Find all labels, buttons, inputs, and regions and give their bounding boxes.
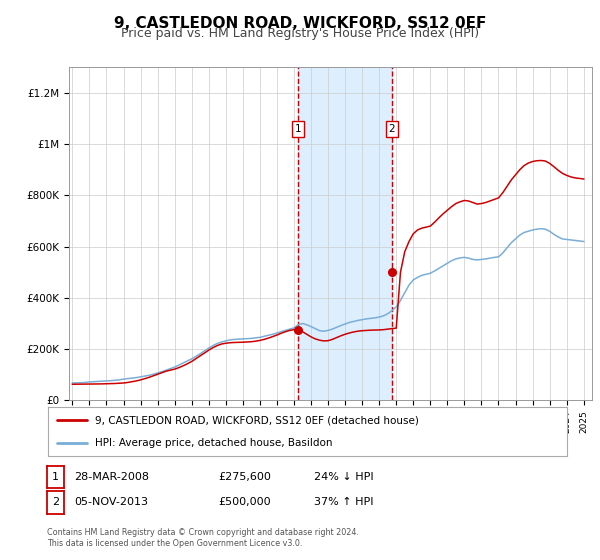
Text: 24% ↓ HPI: 24% ↓ HPI bbox=[314, 472, 374, 482]
Text: Contains HM Land Registry data © Crown copyright and database right 2024.
This d: Contains HM Land Registry data © Crown c… bbox=[47, 528, 359, 548]
Text: Price paid vs. HM Land Registry's House Price Index (HPI): Price paid vs. HM Land Registry's House … bbox=[121, 27, 479, 40]
Text: 1: 1 bbox=[52, 472, 59, 482]
Text: HPI: Average price, detached house, Basildon: HPI: Average price, detached house, Basi… bbox=[95, 438, 332, 448]
Text: 37% ↑ HPI: 37% ↑ HPI bbox=[314, 497, 374, 507]
Bar bbox=[298, 67, 392, 400]
Text: £275,600: £275,600 bbox=[218, 472, 271, 482]
Text: 9, CASTLEDON ROAD, WICKFORD, SS12 0EF (detached house): 9, CASTLEDON ROAD, WICKFORD, SS12 0EF (d… bbox=[95, 416, 419, 426]
Text: 1: 1 bbox=[295, 124, 301, 134]
Text: £500,000: £500,000 bbox=[218, 497, 271, 507]
Text: 05-NOV-2013: 05-NOV-2013 bbox=[74, 497, 148, 507]
Text: 2: 2 bbox=[389, 124, 395, 134]
Text: 2: 2 bbox=[52, 497, 59, 507]
Text: 9, CASTLEDON ROAD, WICKFORD, SS12 0EF: 9, CASTLEDON ROAD, WICKFORD, SS12 0EF bbox=[114, 16, 486, 31]
Text: 28-MAR-2008: 28-MAR-2008 bbox=[74, 472, 149, 482]
